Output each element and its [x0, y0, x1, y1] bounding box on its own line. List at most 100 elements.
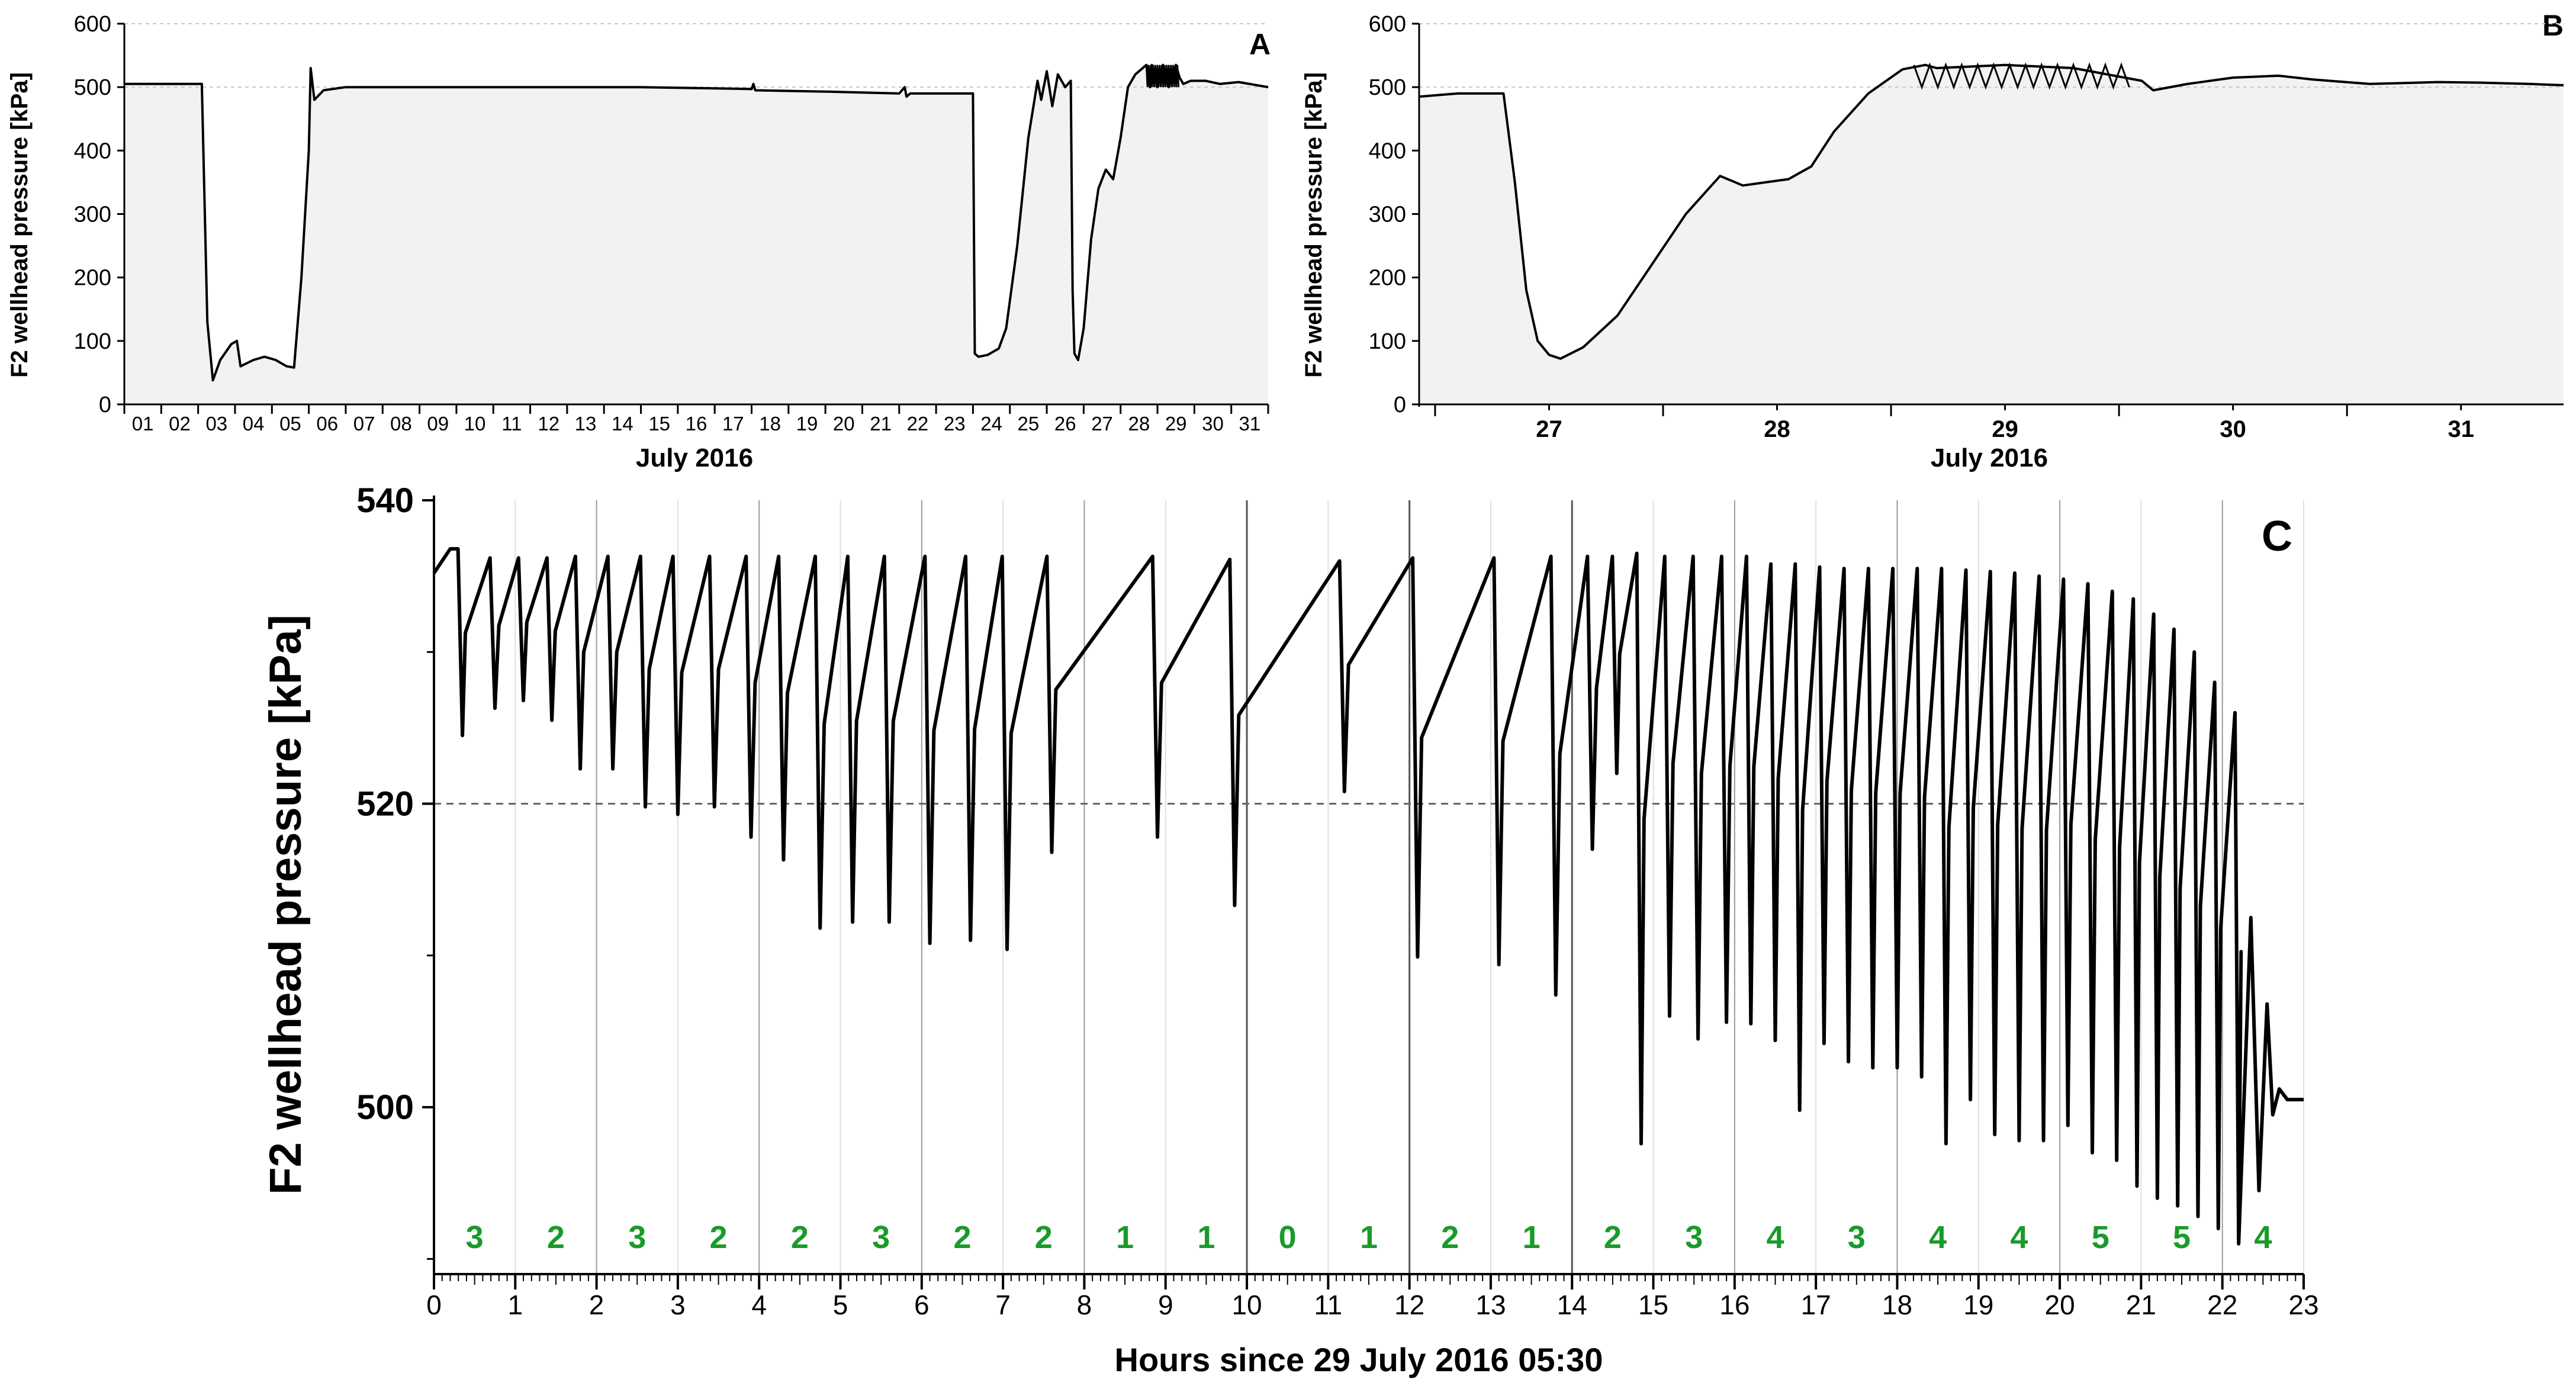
panel-c-gas-count-label: 4	[1929, 1220, 1947, 1255]
panel-b-ytick-label: 400	[1369, 139, 1406, 163]
panel-c-xtick-label: 6	[914, 1289, 930, 1320]
panel-a-xtick-label: 09	[427, 413, 449, 435]
panel-c-gas-count-label: 1	[1197, 1220, 1215, 1255]
panel-c-gas-count-label: 2	[1441, 1220, 1459, 1255]
panel-a-area-fill	[124, 65, 1268, 404]
panel-c-gas-count-label: 2	[1035, 1220, 1053, 1255]
panel-a-pressure-line	[124, 63, 1269, 382]
panel-c-xtick-label: 1	[508, 1289, 523, 1320]
panel-c-xtick-label: 12	[1394, 1289, 1424, 1320]
panel-a-xtick-label: 05	[279, 413, 301, 435]
panel-a-ytick-label: 400	[74, 139, 111, 163]
panel-a-xtick-label: 30	[1202, 413, 1224, 435]
panel-c-xtick-label: 3	[670, 1289, 686, 1320]
panel-a-ytick-label: 500	[74, 75, 111, 100]
panel-c-xtick-label: 14	[1557, 1289, 1587, 1320]
panel-a-xtick-label: 16	[686, 413, 707, 435]
panel-a-xtick-label: 18	[759, 413, 781, 435]
panel-c-gas-count-label: 2	[791, 1220, 809, 1255]
panel-c-gas-count-label: 4	[1766, 1220, 1784, 1255]
panel-a-xtick-label: 20	[833, 413, 855, 435]
panel-c-gas-count-label: 1	[1360, 1220, 1378, 1255]
panel-a-xtick-label: 26	[1054, 413, 1076, 435]
panel-b-xtick-label: 28	[1764, 416, 1790, 442]
panel-a-xtick-label: 07	[353, 413, 375, 435]
panel-a-xtick-label: 17	[722, 413, 744, 435]
panel-c-gas-count-label: 2	[710, 1220, 728, 1255]
panel-b-xtick-label: 31	[2448, 416, 2474, 442]
panel-c-gas-count-label: 0	[1279, 1220, 1297, 1255]
panel-c-xlabel: Hours since 29 July 2016 05:30	[1115, 1341, 1603, 1378]
panel-c-xtick-label: 13	[1475, 1289, 1506, 1320]
panel-a-ytick-label: 0	[99, 393, 111, 417]
panel-c-gas-count-label: 1	[1116, 1220, 1134, 1255]
panel-c-xtick-label: 0	[426, 1289, 442, 1320]
panel-a-xtick-label: 21	[870, 413, 892, 435]
panel-a-ytick-label: 200	[74, 266, 111, 291]
panel-b-ylabel: F2 wellhead pressure [kPa]	[1301, 72, 1327, 378]
panel-c-gas-count-label: 4	[2254, 1220, 2272, 1255]
panel-b-letter: B	[2542, 9, 2564, 42]
panel-b-xlabel: July 2016	[1931, 443, 2048, 472]
panel-c-gas-count-label: 5	[2173, 1220, 2191, 1255]
panel-a-plot: 0 100 200 300 400 500 600 01 02 03 04 05 06 07 08 09 10 1…	[74, 12, 1269, 435]
panel-b-plot: 0 100 200 300 400 500 600 27 28 29 30 31	[1369, 12, 2564, 442]
panel-c-xtick-label: 22	[2207, 1289, 2237, 1320]
panel-c-xtick-label: 19	[1963, 1289, 1993, 1320]
panel-c-xtick-label: 20	[2045, 1289, 2075, 1320]
panel-a-xtick-label: 01	[132, 413, 154, 435]
panel-c-xtick-label: 5	[833, 1289, 848, 1320]
panel-c-xtick-label: 10	[1231, 1289, 1262, 1320]
panel-a-xtick-label: 28	[1128, 413, 1150, 435]
panel-a-xtick-label: 10	[464, 413, 486, 435]
panel-a-xtick-label: 29	[1165, 413, 1187, 435]
panel-c-gas-count-label: 3	[628, 1220, 646, 1255]
panel-a-xtick-label: 24	[980, 413, 1002, 435]
panel-b-oscillation	[1913, 62, 2130, 90]
panel-a-xtick-label: 11	[501, 413, 522, 435]
panel-b-xtick-label: 30	[2220, 416, 2246, 442]
panel-a: F2 wellhead pressure [kPa] July 2016 A 0…	[7, 12, 1271, 472]
panel-c-xtick-label: 2	[589, 1289, 604, 1320]
panel-a-xtick-label: 25	[1018, 413, 1040, 435]
panel-c-xtick-label: 23	[2288, 1289, 2318, 1320]
panel-a-oscillation	[1145, 65, 1180, 88]
panel-a-xtick-label: 03	[205, 413, 227, 435]
panel-c-gas-count-label: 3	[1685, 1220, 1703, 1255]
panel-c-gas-count-label: 3	[1848, 1220, 1866, 1255]
panel-c-gas-count-label: 5	[2092, 1220, 2109, 1255]
panel-c-xtick-label: 9	[1158, 1289, 1173, 1320]
panel-a-xtick-label: 22	[907, 413, 929, 435]
panel-c-xtick-label: 8	[1077, 1289, 1092, 1320]
panel-a-xtick-label: 02	[169, 413, 191, 435]
panel-a-xtick-label: 15	[648, 413, 670, 435]
panel-c-pressure-line	[432, 547, 2304, 1246]
panel-a-ylabel: F2 wellhead pressure [kPa]	[7, 72, 33, 378]
panel-a-xtick-label: 23	[944, 413, 966, 435]
panel-c-xtick-label: 7	[995, 1289, 1011, 1320]
panel-c-xtick-label: 21	[2126, 1289, 2156, 1320]
panel-c-gas-count-label: 4	[2010, 1220, 2028, 1255]
panel-c-xtick-label: 4	[751, 1289, 767, 1320]
panel-a-xtick-label: 08	[390, 413, 412, 435]
panel-a-xtick-label: 06	[316, 413, 338, 435]
panel-a-xtick-label: 27	[1091, 413, 1113, 435]
panel-b-area-fill	[1419, 65, 2564, 404]
panel-a-xtick-label: 19	[796, 413, 818, 435]
panel-a-letter: A	[1249, 28, 1271, 61]
panel-c-ytick-label: 540	[356, 481, 414, 520]
panel-c-ytick-label: 500	[356, 1088, 414, 1127]
panel-a-ytick-label: 600	[74, 12, 111, 37]
panel-c-gas-count-label: 2	[547, 1220, 565, 1255]
panel-a-xtick-label: 14	[612, 413, 633, 435]
panel-c-gas-count-label: 1	[1523, 1220, 1541, 1255]
panel-b-ytick-label: 600	[1369, 12, 1406, 37]
panel-b-ytick-label: 100	[1369, 329, 1406, 354]
panel-c-letter: C	[2262, 513, 2292, 560]
panel-c-gas-count-label: 2	[1604, 1220, 1622, 1255]
panel-c-ylabel: F2 wellhead pressure [kPa]	[261, 615, 311, 1195]
panel-a-ytick-label: 300	[74, 202, 111, 227]
panel-a-xlabel: July 2016	[636, 443, 753, 472]
panel-c: F2 wellhead pressure [kPa] Hours since 2…	[261, 481, 2319, 1378]
